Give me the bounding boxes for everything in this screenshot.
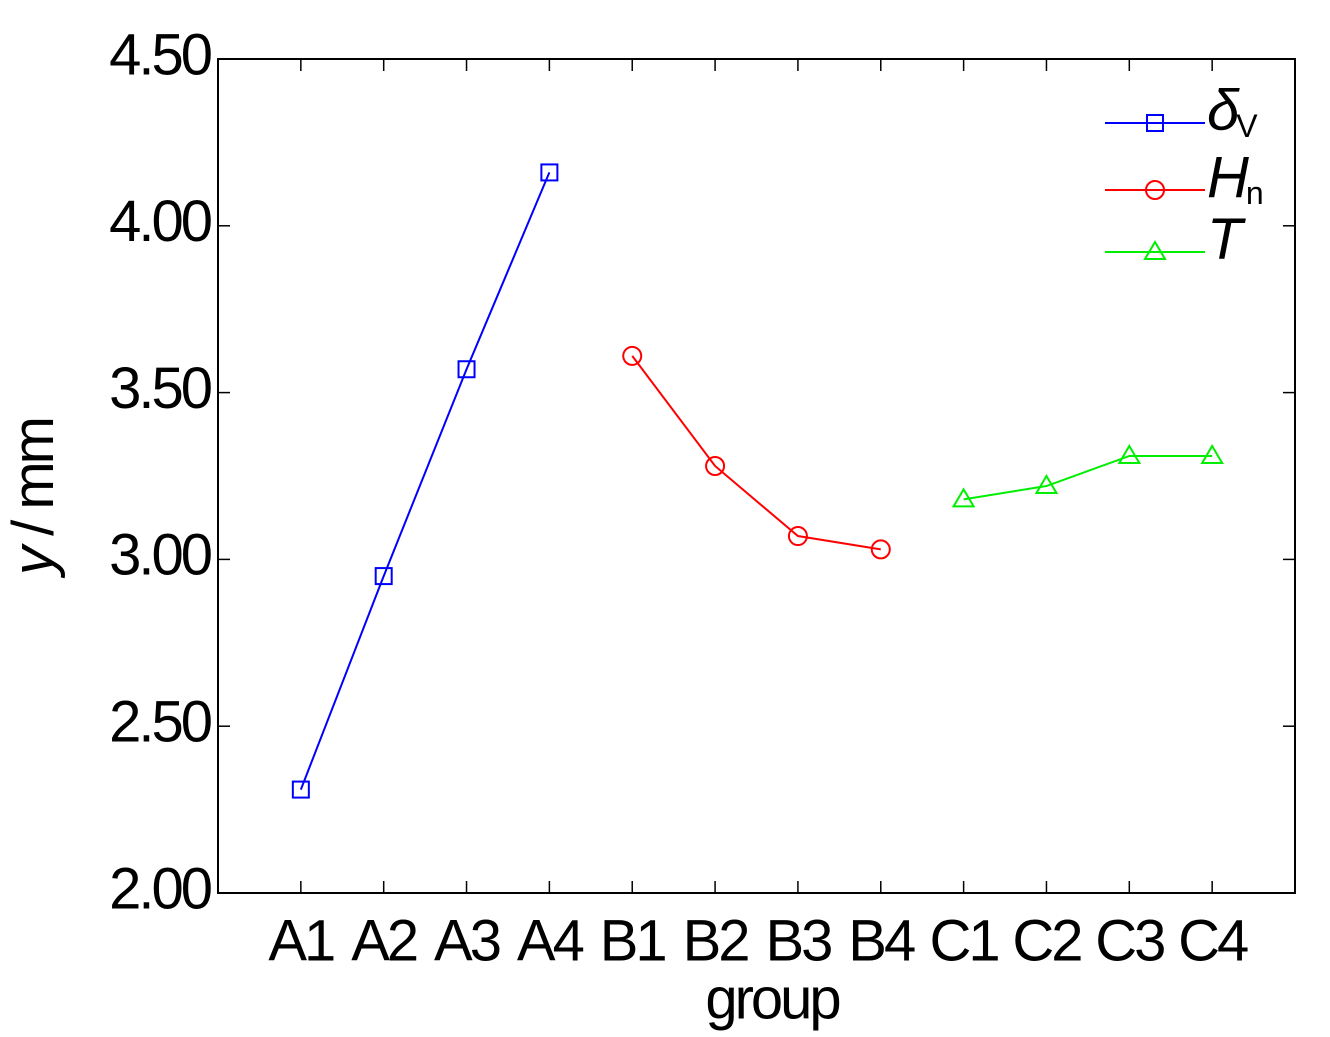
y-axis-unit: / mm xyxy=(1,419,66,549)
x-tick-label: B4 xyxy=(848,908,915,973)
y-tick-label: 3.00 xyxy=(109,523,211,588)
legend-sub: V xyxy=(1236,108,1258,144)
marker xyxy=(951,487,976,508)
y-tick-label: 3.50 xyxy=(109,356,211,421)
marker xyxy=(1145,180,1165,200)
x-tick-label: B1 xyxy=(600,908,666,973)
marker xyxy=(1117,444,1142,464)
marker xyxy=(1143,240,1167,260)
series-line xyxy=(299,172,551,790)
legend-label: Hn xyxy=(1207,145,1262,211)
legend-name: H xyxy=(1207,145,1249,210)
marker xyxy=(787,526,808,547)
y-tick-label: 4.50 xyxy=(109,22,211,87)
series-line xyxy=(963,454,1213,501)
x-tick-label: A1 xyxy=(268,908,334,973)
marker xyxy=(291,780,310,799)
x-tick-label: C2 xyxy=(1012,908,1081,973)
marker xyxy=(1146,114,1164,132)
y-axis-var: y xyxy=(1,543,66,579)
plot-frame xyxy=(217,58,1296,894)
x-tick-label: C3 xyxy=(1095,908,1164,973)
x-tick-label: B2 xyxy=(683,908,749,973)
legend-label: T xyxy=(1207,207,1246,272)
x-tick-label: C4 xyxy=(1178,908,1248,973)
x-tick-label: A4 xyxy=(517,908,584,973)
marker xyxy=(457,360,476,379)
marker xyxy=(374,567,393,586)
y-tick-label: 2.50 xyxy=(109,690,211,755)
marker xyxy=(622,345,643,366)
series-line xyxy=(631,355,881,551)
legend-label: δV xyxy=(1207,78,1258,144)
x-tick-label: A2 xyxy=(351,908,417,973)
marker xyxy=(1034,474,1059,495)
marker xyxy=(1200,444,1224,464)
marker xyxy=(705,455,726,476)
y-tick-label: 2.00 xyxy=(109,856,211,921)
marker xyxy=(540,163,559,182)
x-tick-label: B3 xyxy=(765,908,831,973)
legend-sub: n xyxy=(1246,175,1262,211)
x-tick-label: C1 xyxy=(930,908,999,973)
legend-name: δ xyxy=(1207,78,1240,143)
y-axis-label: y / mm xyxy=(1,419,66,579)
x-axis-label: group xyxy=(705,966,839,1031)
marker xyxy=(870,539,891,560)
x-tick-label: A3 xyxy=(434,908,500,973)
legend-name: T xyxy=(1207,207,1246,272)
y-tick-label: 4.00 xyxy=(109,189,211,254)
